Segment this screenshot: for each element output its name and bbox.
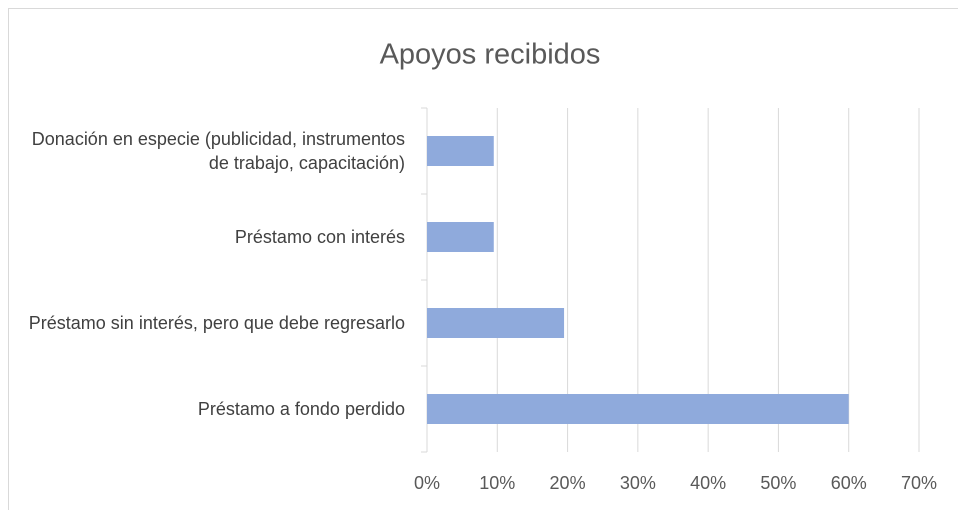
bar [427, 394, 849, 424]
bar [427, 308, 565, 338]
x-tick-label: 10% [479, 473, 515, 493]
bar [427, 222, 494, 252]
y-tick-label: Préstamo con interés [234, 227, 405, 247]
y-tick-label: Préstamo a fondo perdido [197, 399, 405, 419]
bar [427, 136, 494, 166]
x-tick-label: 50% [760, 473, 796, 493]
chart-border [8, 8, 958, 510]
x-tick-label: 70% [901, 473, 937, 493]
x-tick-label: 20% [550, 473, 586, 493]
x-tick-label: 30% [620, 473, 656, 493]
y-tick-label: Donación en especie (publicidad, instrum… [31, 129, 405, 173]
x-tick-label: 60% [831, 473, 867, 493]
y-tick-label: Préstamo sin interés, pero que debe regr… [28, 313, 405, 333]
x-tick-label: 40% [690, 473, 726, 493]
x-tick-label: 0% [414, 473, 440, 493]
chart-title: Apoyos recibidos [380, 39, 601, 71]
